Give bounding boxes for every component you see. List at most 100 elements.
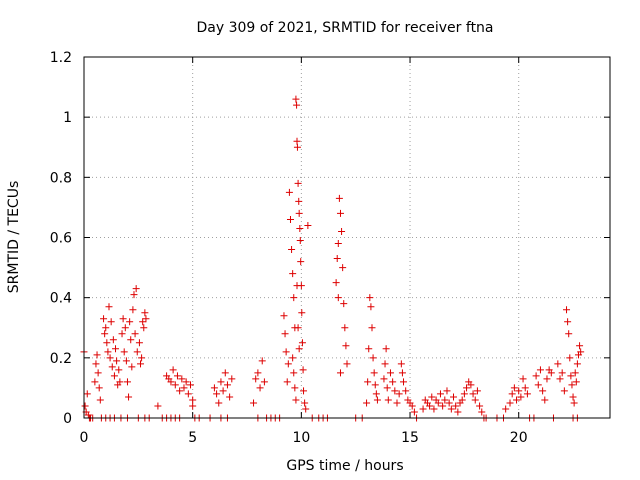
- data-point: [295, 345, 303, 353]
- data-point: [536, 366, 544, 374]
- data-point: [130, 291, 138, 299]
- data-point: [389, 378, 397, 386]
- data-point: [288, 246, 296, 254]
- data-point: [460, 390, 468, 398]
- data-point: [428, 393, 436, 401]
- data-point: [105, 303, 113, 311]
- data-point: [363, 399, 371, 407]
- data-point: [386, 369, 394, 377]
- data-point: [558, 369, 566, 377]
- data-point: [123, 378, 131, 386]
- data-point: [340, 300, 348, 308]
- data-point: [226, 393, 234, 401]
- data-point: [171, 381, 179, 389]
- x-tick-label: 5: [188, 430, 197, 446]
- data-point: [293, 282, 301, 290]
- x-tick-label: 20: [510, 430, 528, 446]
- data-points: [80, 95, 585, 422]
- data-point: [294, 179, 302, 187]
- data-point: [223, 381, 231, 389]
- data-point: [541, 396, 549, 404]
- data-point: [367, 303, 375, 311]
- data-point: [140, 324, 148, 332]
- data-point: [221, 369, 229, 377]
- data-point: [434, 399, 442, 407]
- data-point: [283, 378, 291, 386]
- data-point: [410, 408, 418, 416]
- data-point: [515, 387, 523, 395]
- data-point: [289, 354, 297, 362]
- data-point: [534, 381, 542, 389]
- data-point: [570, 399, 578, 407]
- data-point: [569, 393, 577, 401]
- data-point: [395, 390, 403, 398]
- data-point: [436, 390, 444, 398]
- chart-title: Day 309 of 2021, SRMTID for receiver ftn…: [196, 20, 493, 36]
- data-point: [371, 381, 379, 389]
- data-point: [173, 372, 181, 380]
- data-point: [402, 387, 410, 395]
- data-point: [566, 354, 574, 362]
- data-point: [445, 399, 453, 407]
- data-point: [523, 390, 531, 398]
- data-point: [256, 384, 264, 392]
- data-point: [110, 372, 118, 380]
- data-point: [127, 336, 135, 344]
- data-point: [300, 387, 308, 395]
- data-point: [467, 381, 475, 389]
- data-point: [400, 378, 408, 386]
- data-point: [121, 324, 129, 332]
- data-point: [368, 324, 376, 332]
- data-point: [210, 384, 218, 392]
- data-point: [370, 369, 378, 377]
- data-point: [101, 330, 109, 338]
- data-point: [384, 396, 392, 404]
- data-point: [336, 369, 344, 377]
- data-point: [513, 396, 521, 404]
- data-point: [280, 312, 288, 320]
- data-point: [102, 324, 110, 332]
- data-point: [118, 330, 126, 338]
- data-point: [304, 221, 312, 229]
- data-point: [113, 357, 121, 365]
- data-point: [104, 348, 112, 356]
- data-point: [281, 330, 289, 338]
- data-point: [393, 399, 401, 407]
- data-point: [299, 366, 307, 374]
- data-point: [450, 393, 458, 401]
- data-point: [83, 390, 91, 398]
- data-point: [408, 402, 416, 410]
- data-point: [133, 348, 141, 356]
- data-point: [443, 387, 451, 395]
- data-point: [506, 399, 514, 407]
- data-point: [577, 348, 585, 356]
- data-point: [122, 357, 130, 365]
- data-point: [381, 360, 389, 368]
- data-point: [573, 360, 581, 368]
- data-point: [141, 309, 149, 317]
- data-point: [176, 387, 184, 395]
- data-point: [228, 375, 236, 383]
- y-tick-label: 0.8: [50, 170, 72, 186]
- data-point: [572, 378, 580, 386]
- data-point: [180, 384, 188, 392]
- data-point: [383, 384, 391, 392]
- data-point: [502, 405, 510, 413]
- data-point: [290, 369, 298, 377]
- data-point: [556, 375, 564, 383]
- data-point: [301, 399, 309, 407]
- data-point: [547, 369, 555, 377]
- data-point: [95, 384, 103, 392]
- y-tick-label: 1.2: [50, 50, 72, 66]
- data-point: [219, 387, 227, 395]
- data-point: [568, 381, 576, 389]
- data-point: [380, 375, 388, 383]
- data-point: [439, 402, 447, 410]
- data-point: [564, 318, 572, 326]
- data-point: [539, 387, 547, 395]
- data-point: [508, 390, 516, 398]
- data-point: [109, 336, 117, 344]
- data-point: [419, 405, 427, 413]
- y-axis-label: SRMTID / TECUs: [6, 181, 22, 294]
